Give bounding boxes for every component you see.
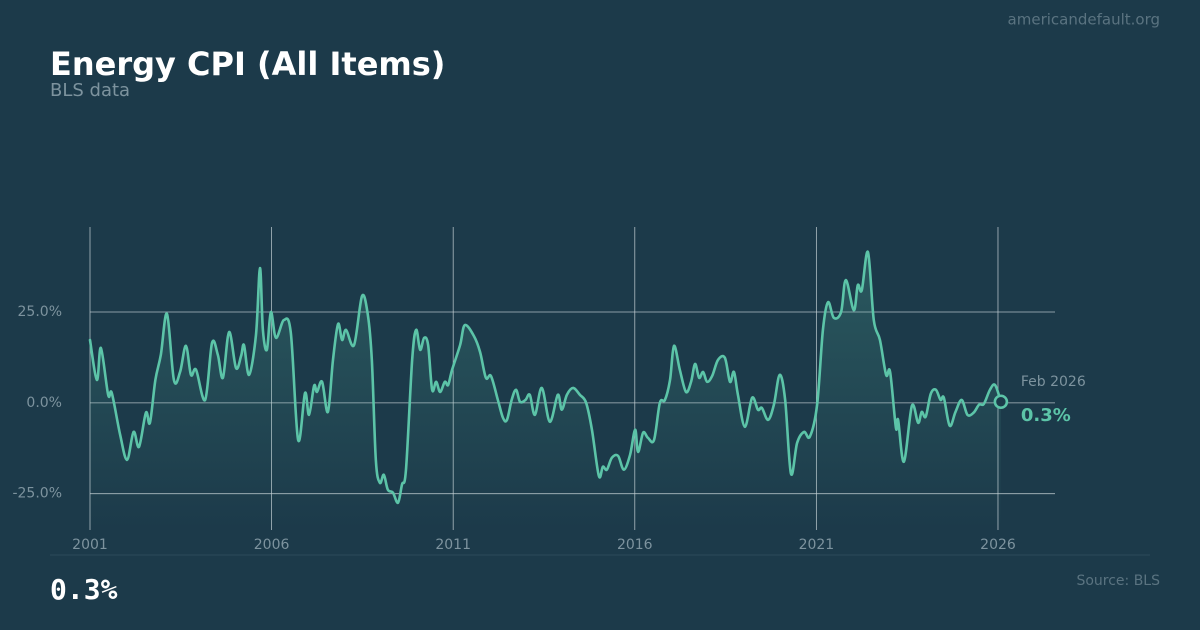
headline-value: 0.3% — [50, 573, 118, 606]
chart-subtitle: BLS data — [50, 80, 130, 101]
end-marker — [993, 394, 1009, 410]
end-date-label: Feb 2026 — [1021, 374, 1086, 390]
x-tick-label: 2011 — [435, 537, 471, 553]
x-tick-label: 2021 — [799, 537, 835, 553]
x-tick-label: 2016 — [617, 537, 653, 553]
line-series — [88, 250, 1003, 505]
y-tick-label: 0.0% — [26, 395, 62, 411]
y-tick-label: 25.0% — [18, 304, 62, 320]
y-tick-label: -25.0% — [12, 486, 62, 502]
x-tick-label: 2026 — [980, 537, 1016, 553]
plot-area: 25.0% 0.0% -25.0% 2001 2006 2011 2016 2021 2026 F… — [12, 227, 1086, 553]
end-value-label: 0.3% — [1021, 405, 1071, 426]
x-tick-label: 2001 — [72, 537, 108, 553]
source-label: Source: BLS — [1076, 573, 1160, 589]
site-label: americandefault.org — [1008, 11, 1160, 29]
chart-title: Energy CPI (All Items) — [50, 45, 445, 83]
line-area — [90, 251, 1001, 530]
x-tick-label: 2006 — [254, 537, 290, 553]
